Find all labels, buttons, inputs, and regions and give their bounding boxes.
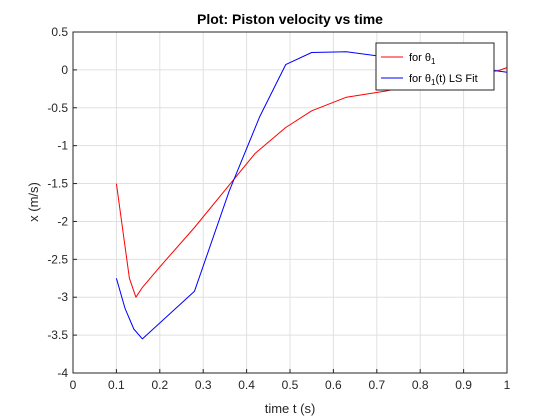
legend-entry-theta1-ls-fit: for θ1(t) LS Fit <box>409 73 478 87</box>
legend: for θ1 for θ1(t) LS Fit <box>375 42 495 91</box>
x-tick-label: 0.5 <box>282 378 299 392</box>
y-tick-label: -3.5 <box>47 328 68 342</box>
y-tick-label: -4 <box>57 366 68 380</box>
chart-title: Plot: Piston velocity vs time <box>197 11 383 27</box>
x-tick-label: 0.8 <box>412 378 429 392</box>
x-tick-label: 1 <box>504 378 511 392</box>
x-tick-label: 0.9 <box>455 378 472 392</box>
y-tick-label: -1 <box>57 139 68 153</box>
y-axis-title: x (m/s) <box>26 182 41 222</box>
x-tick-label: 0.7 <box>368 378 385 392</box>
y-tick-label: -0.5 <box>47 101 68 115</box>
x-tick-label: 0.1 <box>108 378 125 392</box>
y-tick-label: -2.5 <box>47 252 68 266</box>
legend-box <box>375 42 495 91</box>
x-tick-label: 0.4 <box>238 378 255 392</box>
y-tick-label: -2 <box>57 214 68 228</box>
x-tick-label: 0 <box>70 378 77 392</box>
x-tick-label: 0.6 <box>325 378 342 392</box>
x-tick-label: 0.2 <box>151 378 168 392</box>
x-tick-label: 0.3 <box>195 378 212 392</box>
axis-ticks: 0 0.1 0.2 0.3 0.4 0.5 0.6 0.7 0.8 0.9 1 0.5 0 -0.5 -1 -… <box>47 25 510 392</box>
y-tick-label: 0.5 <box>51 25 68 39</box>
y-tick-label: -3 <box>57 290 68 304</box>
y-tick-label: 0 <box>61 63 68 77</box>
y-tick-label: -1.5 <box>47 177 68 191</box>
legend-entry-theta1: for θ1 <box>409 52 436 66</box>
x-axis-title: time t (s) <box>265 401 316 416</box>
